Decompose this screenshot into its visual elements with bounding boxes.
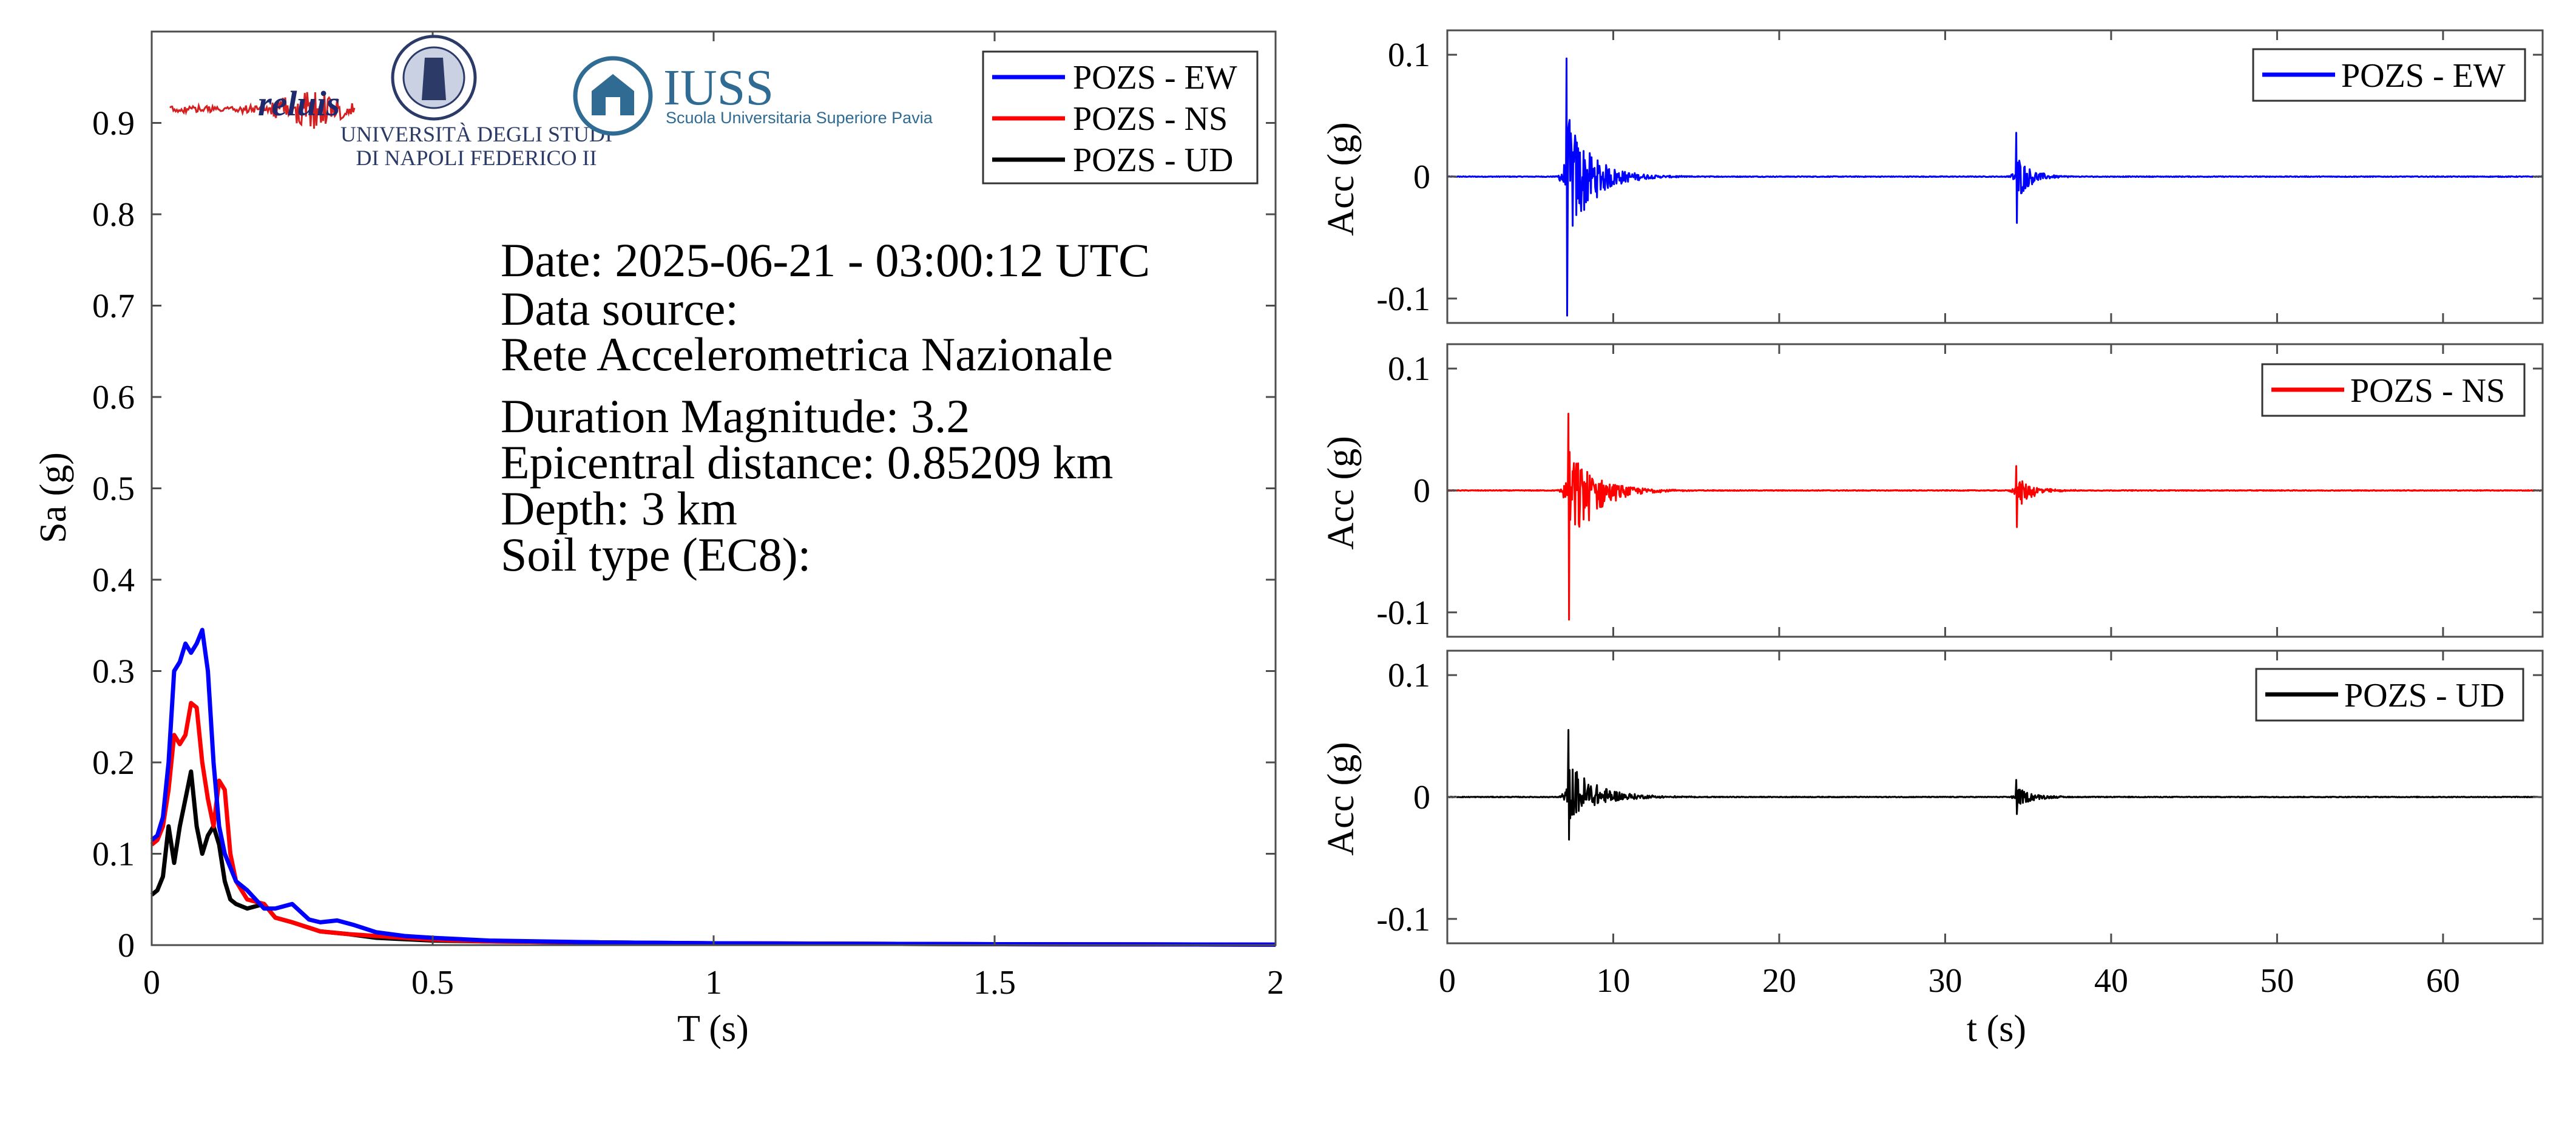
- waveform-ytick-label: 0.1: [1388, 657, 1430, 694]
- waveform-ytick-label: 0: [1413, 158, 1430, 196]
- waveform-xtick-label: 0: [1439, 962, 1456, 1000]
- info-soil: Soil type (EC8):: [501, 528, 811, 581]
- info-depth: Depth: 3 km: [501, 482, 737, 535]
- reluis-wave-line: [169, 92, 356, 129]
- waveform-ew-chart: -0.1 0 0.1: [1376, 29, 2544, 324]
- info-distance: Epicentral distance: 0.85209 km: [501, 436, 1113, 489]
- iuss-logo-title: IUSS: [663, 59, 774, 116]
- waveform-legend-ns: POZS - NS: [2261, 363, 2526, 417]
- spectrum-ytick-label: 0.1: [92, 836, 135, 873]
- info-magnitude: Duration Magnitude: 3.2: [501, 390, 970, 443]
- waveform-ylabel-ud: Acc (g): [1320, 742, 1362, 856]
- waveform-ytick-label: 0.1: [1388, 36, 1430, 74]
- spectrum-ytick-label: 0.2: [92, 744, 135, 782]
- spectrum-ytick-label: 0.5: [92, 470, 135, 508]
- spectrum-xtick-label: 1: [705, 964, 722, 1002]
- waveform-xtick-label: 20: [1762, 962, 1796, 1000]
- info-date: Date: 2025-06-21 - 03:00:12 UTC: [501, 234, 1150, 287]
- info-source: Rete Accelerometrica Nazionale: [501, 328, 1113, 381]
- spectrum-series-lines: [150, 628, 1276, 947]
- iuss-logo-subtitle: Scuola Universitaria Superiore Pavia: [666, 109, 933, 127]
- waveform-legend-ud-label: POZS - UD: [2344, 677, 2504, 714]
- info-source-label: Data source:: [501, 282, 739, 335]
- waveform-ytick-label: -0.1: [1376, 594, 1430, 632]
- spectrum-ytick-label: 0.8: [92, 196, 135, 234]
- unina-logo-line1: UNIVERSITÀ DEGLI STUDI: [340, 122, 612, 146]
- waveform-legend-ew: POZS - EW: [2252, 48, 2526, 102]
- legend-label-ns: POZS - NS: [1073, 100, 1228, 138]
- waveform-legend-ns-label: POZS - NS: [2350, 372, 2505, 410]
- reluis-logo-wave: [169, 92, 356, 129]
- waveform-ytick-label: 0: [1413, 472, 1430, 510]
- spectrum-axes: 0 0.5 1 1.5 2 0 0.1 0.2 0.3 0.4 0.5 0.6 0.7 0.8 0.9: [92, 30, 1284, 1002]
- waveform-xtick-label: 30: [1928, 962, 1962, 1000]
- spectrum-ytick-label: 0.4: [92, 561, 135, 599]
- waveform-ytick-label: -0.1: [1376, 280, 1430, 318]
- waveform-legend-ew-label: POZS - EW: [2341, 57, 2506, 95]
- waveform-ylabel-ew: Acc (g): [1320, 122, 1362, 236]
- spectrum-ytick-label: 0.6: [92, 379, 135, 416]
- waveform-ylabel-ns: Acc (g): [1320, 436, 1362, 550]
- spectrum-xlabel: T (s): [677, 1008, 749, 1050]
- waveform-xtick-label: 10: [1596, 962, 1630, 1000]
- spectrum-xtick-label: 2: [1267, 964, 1284, 1002]
- spectrum-xtick-label: 0: [143, 964, 160, 1002]
- legend-label-ew: POZS - EW: [1073, 59, 1237, 97]
- spectrum-ytick-label: 0.9: [92, 105, 135, 143]
- legend-label-ud: POZS - UD: [1073, 141, 1233, 179]
- waveform-ytick-label: 0.1: [1388, 350, 1430, 388]
- waveform-ns-chart: -0.1 0 0.1: [1376, 343, 2544, 638]
- spectrum-ytick-label: 0: [118, 927, 135, 965]
- waveform-xlabel: t (s): [1967, 1008, 2026, 1050]
- spectrum-chart: 0 0.5 1 1.5 2 0 0.1 0.2 0.3 0.4 0.5 0.6 0.7 0.8 0.9 T …: [33, 30, 1284, 1050]
- unina-seal-figure: [422, 58, 446, 100]
- waveform-xtick-label: 40: [2094, 962, 2128, 1000]
- waveform-line: [1447, 413, 2544, 621]
- iuss-emblem-building: [592, 74, 634, 115]
- unina-logo: UNIVERSITÀ DEGLI STUDI DI NAPOLI FEDERIC…: [340, 35, 612, 170]
- waveform-legend-ns-box: [2261, 363, 2526, 417]
- spectrum-line-ew: [150, 628, 1276, 947]
- waveform-xtick-label: 60: [2426, 962, 2460, 1000]
- spectrum-xtick-label: 0.5: [411, 964, 454, 1002]
- spectrum-ylabel: Sa (g): [33, 452, 74, 543]
- waveform-xtick-label: 50: [2260, 962, 2294, 1000]
- waveform-ytick-label: 0: [1413, 779, 1430, 816]
- waveform-line: [1447, 729, 2543, 841]
- waveform-ud-chart: 0 10 20 30 40 50 60-0.100.1: [1376, 649, 2544, 1000]
- reluis-logo-text: reluis: [258, 84, 340, 123]
- reluis-logo: reluis: [169, 84, 356, 129]
- spectrum-ytick-label: 0.3: [92, 653, 135, 691]
- waveform-legend-ud-box: [2255, 668, 2524, 722]
- spectrum-xtick-label: 1.5: [973, 964, 1016, 1002]
- event-info: Date: 2025-06-21 - 03:00:12 UTC Data sou…: [501, 234, 1150, 581]
- iuss-logo: IUSS Scuola Universitaria Superiore Pavi…: [573, 56, 933, 136]
- spectrum-legend: POZS - EW POZS - NS POZS - UD: [982, 50, 1259, 185]
- waveform-legend-ud: POZS - UD: [2255, 668, 2524, 722]
- iuss-emblem-door: [606, 97, 620, 115]
- waveform-line: [1447, 57, 2543, 317]
- waveform-ytick-label: -0.1: [1376, 901, 1430, 938]
- unina-logo-line2: DI NAPOLI FEDERICO II: [356, 146, 597, 170]
- spectrum-ytick-label: 0.7: [92, 288, 135, 325]
